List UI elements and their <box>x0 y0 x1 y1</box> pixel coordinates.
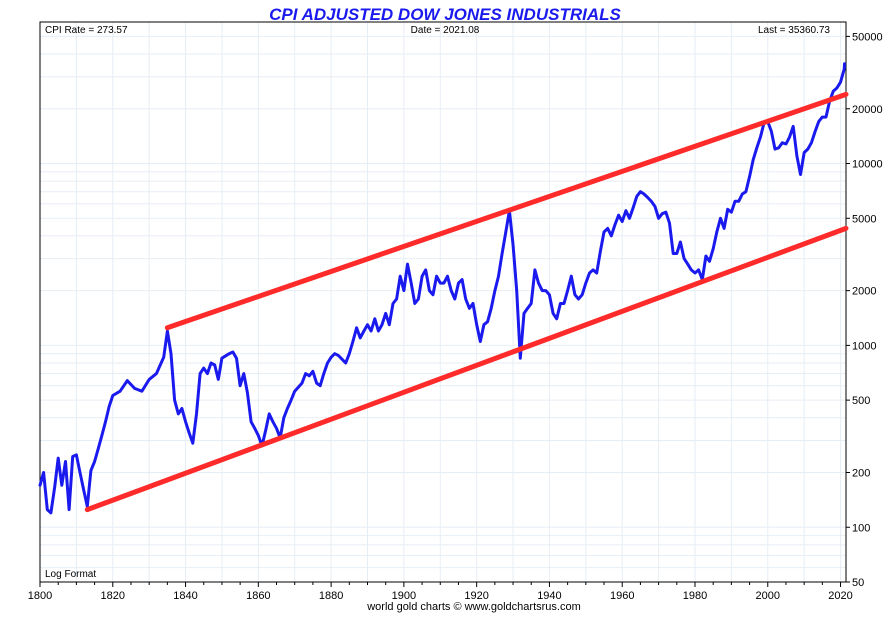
y-axis: 50 100 200 500 1000 2000 5000 10000 20000 50000 <box>846 31 883 589</box>
x-tick-label: 1800 <box>28 590 52 602</box>
x-tick-label: 1940 <box>537 590 561 602</box>
x-tick-label: 1840 <box>173 590 197 602</box>
x-tick-label: 1900 <box>392 590 416 602</box>
log-format-label: Log Format <box>45 569 96 580</box>
x-tick-label: 1960 <box>610 590 634 602</box>
y-tick-label: 200 <box>852 468 870 480</box>
x-tick-label: 1820 <box>101 590 125 602</box>
y-tick-label: 500 <box>852 395 870 407</box>
date-label: Date = 2021.08 <box>411 25 480 36</box>
x-tick-label: 2000 <box>756 590 780 602</box>
y-tick-label: 5000 <box>852 213 876 225</box>
credit-text: world gold charts © www.goldchartsrus.co… <box>366 601 581 613</box>
channel-layer <box>84 91 849 513</box>
x-tick-label: 1920 <box>464 590 488 602</box>
x-tick-label: 1860 <box>246 590 270 602</box>
x-tick-label: 1880 <box>319 590 343 602</box>
channel-line <box>84 225 849 513</box>
cpi-rate-label: CPI Rate = 273.57 <box>45 25 128 36</box>
plot-frame <box>39 21 847 583</box>
series-line <box>38 62 846 515</box>
y-tick-label: 50 <box>852 577 864 589</box>
grid <box>40 22 846 582</box>
series-layer <box>38 62 846 515</box>
y-tick-label: 2000 <box>852 286 876 298</box>
x-tick-label: 1980 <box>683 590 707 602</box>
y-tick-label: 10000 <box>852 159 883 171</box>
channel-line <box>164 91 849 331</box>
last-value-label: Last = 35360.73 <box>758 25 830 36</box>
y-tick-label: 1000 <box>852 340 876 352</box>
chart-title: CPI ADJUSTED DOW JONES INDUSTRIALS <box>269 5 621 24</box>
x-axis: 1800 1820 1840 1860 1880 1900 1920 1940 1960 1980… <box>28 582 853 602</box>
y-tick-label: 100 <box>852 522 870 534</box>
y-tick-label: 50000 <box>852 31 883 43</box>
x-tick-label: 2020 <box>828 590 852 602</box>
y-tick-label: 20000 <box>852 104 883 116</box>
